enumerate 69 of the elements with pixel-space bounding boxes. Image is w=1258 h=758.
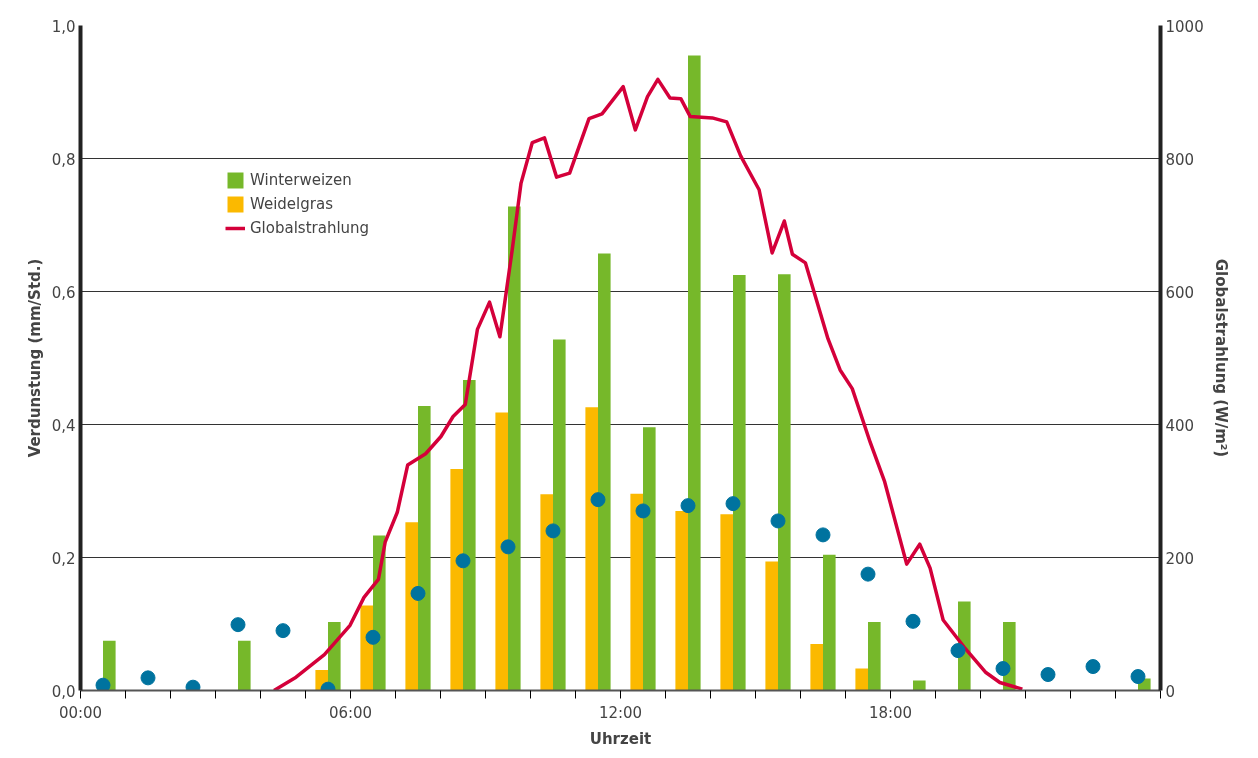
y-tick-label: 0,6 (51, 283, 76, 302)
bar (720, 514, 733, 691)
point (1085, 659, 1101, 675)
bar (450, 469, 463, 691)
x-tick-label: 12:00 (598, 703, 643, 722)
point (275, 623, 291, 639)
bar (405, 522, 418, 691)
bar (553, 339, 566, 691)
point (545, 523, 561, 539)
y-axis-title: Verdunstung (mm/Std.) (25, 258, 44, 458)
point (635, 503, 651, 519)
bar (495, 412, 508, 691)
y-tick-label: 0,8 (51, 150, 76, 169)
point (455, 553, 471, 569)
bar (585, 407, 598, 691)
bar (688, 55, 701, 691)
x-tick-label: 18:00 (868, 703, 913, 722)
y2-tick-label: 400 (1165, 416, 1195, 435)
point (365, 629, 381, 645)
bar (675, 510, 688, 691)
legend-label: Weidelgras (250, 195, 333, 213)
legend-label: Winterweizen (250, 171, 352, 189)
y2-tick-label: 600 (1165, 283, 1195, 302)
point (995, 661, 1011, 677)
x-tick-label: 06:00 (328, 703, 373, 722)
point (410, 585, 426, 601)
point (680, 498, 696, 514)
bar (810, 643, 823, 691)
point (140, 670, 156, 686)
x-tick-label: 00:00 (58, 703, 103, 722)
point (590, 492, 606, 508)
point (950, 643, 966, 659)
point (230, 617, 246, 633)
point (770, 513, 786, 529)
bar (913, 680, 926, 691)
bar (868, 622, 881, 691)
point (860, 566, 876, 582)
bar (418, 405, 431, 691)
bar (508, 206, 521, 691)
bar (778, 274, 791, 691)
point (1040, 667, 1056, 683)
point (905, 613, 921, 629)
y-tick-label: 0,2 (51, 549, 76, 568)
y2-tick-label: 200 (1165, 549, 1195, 568)
y2-axis-title: Globalstrahlung (W/m²) (1211, 258, 1230, 458)
y-tick-label: 0,4 (51, 416, 76, 435)
y-tick-label: 1,0 (51, 17, 76, 36)
x-axis-title: Uhrzeit (589, 729, 652, 748)
y2-tick-label: 1000 (1165, 17, 1204, 36)
point (725, 496, 741, 512)
point (815, 527, 831, 543)
bar (598, 253, 611, 691)
y-tick-label: 0,0 (51, 682, 76, 701)
legend-label: Globalstrahlung (250, 219, 370, 237)
bar (823, 554, 836, 691)
bar (540, 494, 553, 691)
bar (463, 379, 476, 691)
y2-tick-label: 800 (1165, 150, 1195, 169)
bar (855, 668, 868, 691)
point (95, 677, 111, 691)
point (500, 539, 516, 555)
bar (765, 561, 778, 691)
bar (733, 274, 746, 691)
bar (238, 640, 251, 691)
y2-tick-label: 0 (1165, 682, 1176, 701)
bar (360, 605, 373, 691)
point (1130, 669, 1146, 685)
bar (643, 427, 656, 691)
bar (630, 493, 643, 691)
